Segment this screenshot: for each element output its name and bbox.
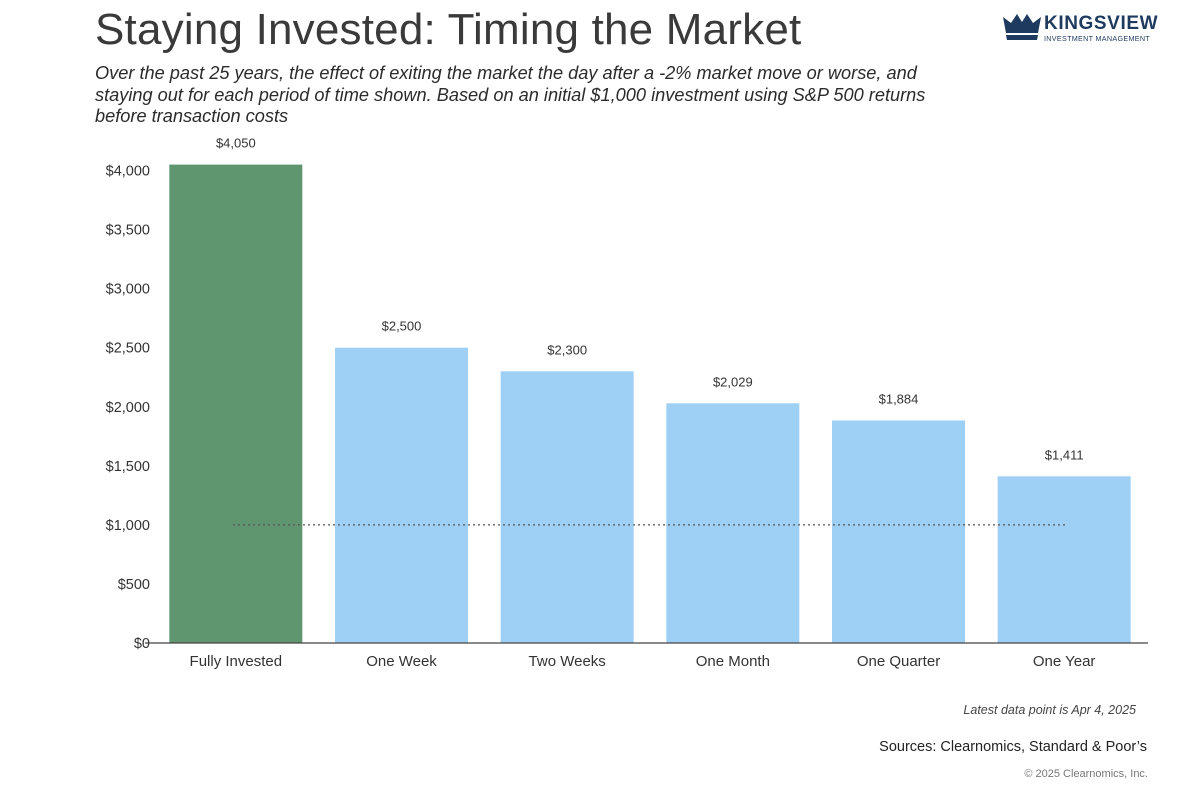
x-category-label: One Quarter	[857, 653, 940, 670]
bar-value-label: $1,411	[1045, 447, 1084, 462]
x-category-label: Fully Invested	[190, 653, 283, 670]
kingsview-logo: KINGSVIEW INVESTMENT MANAGEMENT	[1002, 11, 1162, 45]
y-tick-label: $1,500	[106, 459, 150, 475]
y-tick-label: $2,000	[106, 400, 150, 416]
y-tick-label: $2,500	[106, 341, 150, 357]
x-category-label: Two Weeks	[529, 653, 606, 670]
bar-value-label: $2,500	[382, 319, 422, 334]
chart-subtitle: Over the past 25 years, the effect of ex…	[95, 63, 926, 126]
bar	[335, 347, 468, 643]
x-category-label: One Week	[366, 653, 437, 670]
bar	[169, 164, 303, 643]
bar-value-label: $2,300	[547, 342, 587, 357]
bar	[500, 371, 634, 643]
logo-tagline: INVESTMENT MANAGEMENT	[1044, 34, 1151, 43]
bar-value-label: $4,050	[216, 136, 256, 151]
bar	[832, 420, 965, 643]
sources-text: Sources: Clearnomics, Standard & Poor’s	[879, 739, 1147, 755]
crown-icon	[1003, 14, 1041, 40]
y-tick-label: $500	[118, 577, 150, 593]
copyright-text: © 2025 Clearnomics, Inc.	[1024, 768, 1148, 780]
bar	[997, 476, 1131, 643]
bar	[666, 403, 800, 643]
x-category-label: One Year	[1033, 653, 1096, 670]
y-tick-label: $0	[134, 636, 150, 652]
y-tick-label: $4,000	[106, 164, 150, 180]
y-tick-label: $3,500	[106, 223, 150, 239]
bar-value-label: $1,884	[879, 391, 919, 406]
y-tick-label: $1,000	[106, 518, 150, 534]
latest-data-note: Latest data point is Apr 4, 2025	[963, 703, 1136, 717]
chart-title: Staying Invested: Timing the Market	[95, 5, 802, 54]
y-tick-label: $3,000	[106, 282, 150, 298]
bar-value-label: $2,029	[713, 374, 753, 389]
logo-name: KINGSVIEW	[1044, 13, 1159, 34]
x-category-label: One Month	[696, 653, 770, 670]
